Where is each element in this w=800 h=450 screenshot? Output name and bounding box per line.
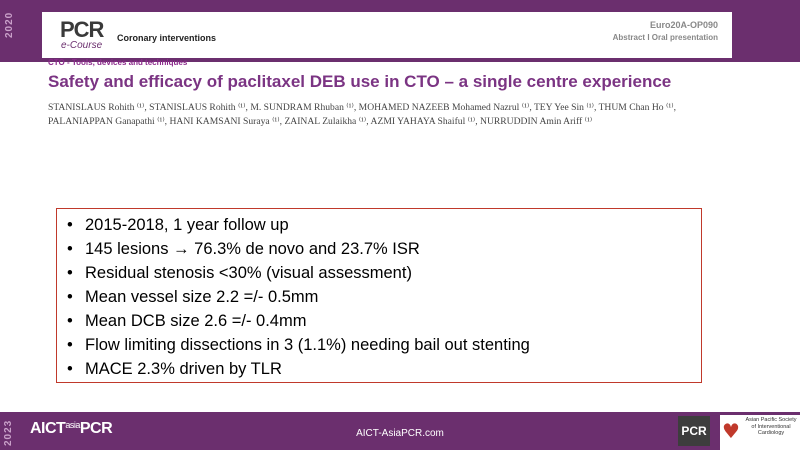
pcr-badge: PCR [678, 416, 710, 446]
abstract-code: Euro20A-OP090 [649, 20, 718, 30]
abstract-header: PCR e-Course Coronary interventions Euro… [42, 12, 732, 58]
findings-list: 2015-2018, 1 year follow up 145 lesions … [67, 213, 701, 381]
finding-item: Residual stenosis <30% (visual assessmen… [67, 261, 701, 285]
abstract-category: CTO - Tools, devices and techniques [48, 58, 188, 67]
key-findings-box: 2015-2018, 1 year follow up 145 lesions … [56, 208, 702, 383]
pcr-logo-subtitle: e-Course [61, 40, 103, 51]
header-year: 2020 [4, 11, 15, 38]
apsic-logo: ♥ Asian Pacific Society of Interventiona… [720, 415, 800, 450]
pcr-logo-text: PCR [79, 420, 113, 437]
aict-logo-text: AICT [30, 420, 66, 437]
abstract-authors: STANISLAUS Rohith ⁽¹⁾, STANISLAUS Rohith… [48, 102, 676, 127]
abstract-title: Safety and efficacy of paclitaxel DEB us… [48, 72, 672, 91]
aict-asiapcr-logo: AICTasiaPCR [30, 420, 113, 438]
finding-item: 2015-2018, 1 year follow up [67, 213, 701, 237]
footer-url: AICT-AsiaPCR.com [356, 428, 444, 439]
pcr-logo: PCR [60, 17, 104, 42]
apsic-text: Asian Pacific Society of Interventional … [745, 417, 797, 436]
finding-item: Mean DCB size 2.6 =/- 0.4mm [67, 309, 701, 333]
finding-item: Flow limiting dissections in 3 (1.1%) ne… [67, 333, 701, 357]
finding-item: 145 lesions → 76.3% de novo and 23.7% IS… [67, 237, 701, 261]
finding-item: MACE 2.3% driven by TLR [67, 357, 701, 381]
heart-icon: ♥ [722, 419, 740, 443]
section-name: Coronary interventions [117, 33, 217, 43]
footer-band [0, 412, 800, 450]
abstract-type: Abstract I Oral presentation [612, 33, 718, 42]
asia-logo-text: asia [65, 420, 80, 430]
finding-item: Mean vessel size 2.2 =/- 0.5mm [67, 285, 701, 309]
